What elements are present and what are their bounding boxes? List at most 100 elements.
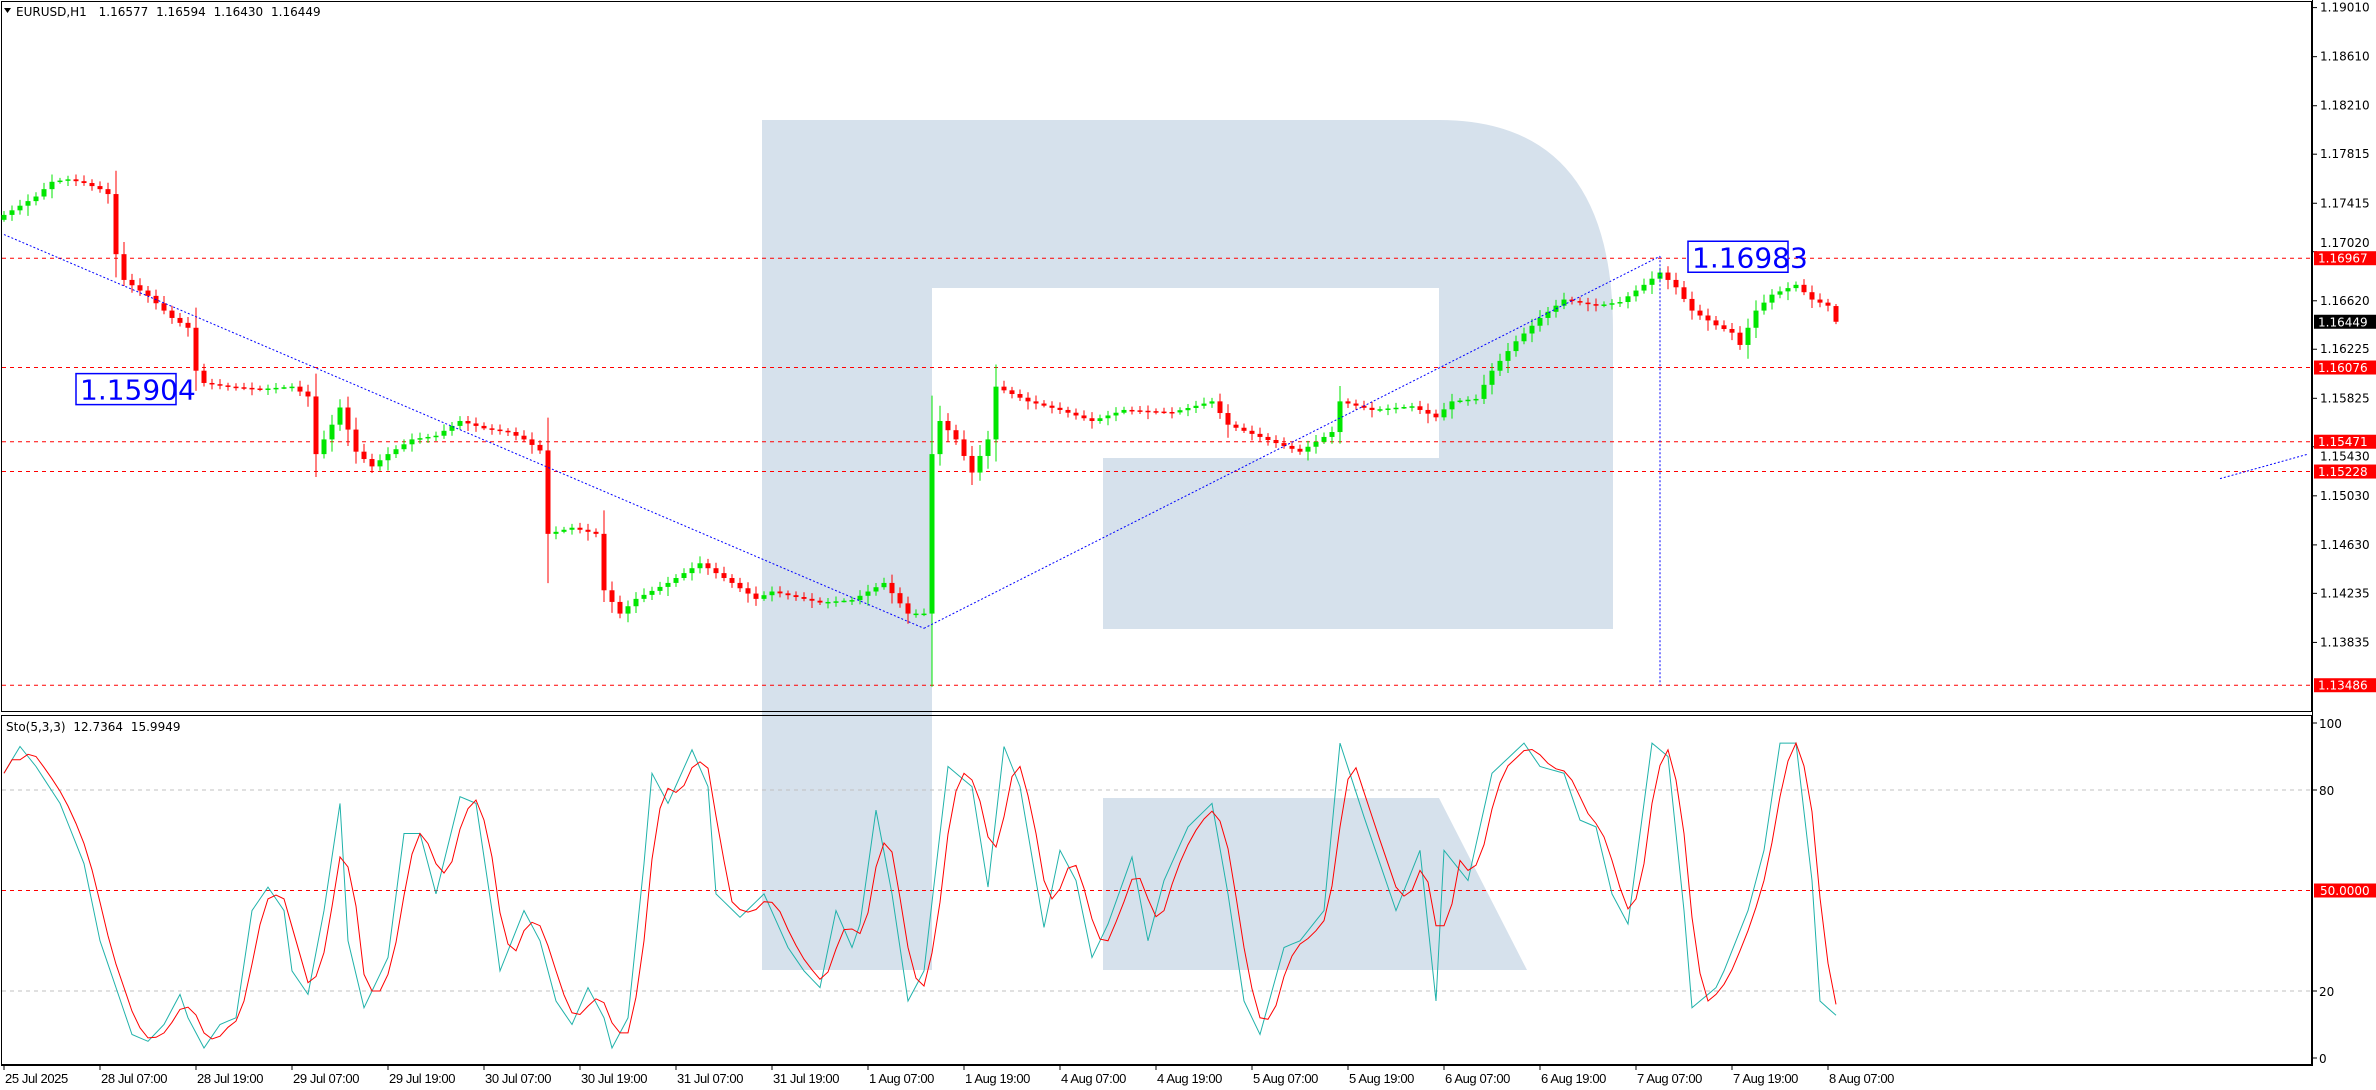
candle	[1401, 404, 1407, 409]
candle	[545, 417, 551, 584]
watermark-logo	[762, 120, 1613, 970]
trendline[interactable]	[923, 255, 1661, 629]
candle	[1313, 434, 1319, 454]
candle-body	[1681, 287, 1687, 299]
candle	[33, 192, 39, 206]
candle-body	[169, 310, 175, 318]
candle-body	[593, 531, 599, 534]
candle	[257, 385, 263, 392]
candle-body	[1025, 397, 1031, 402]
candle	[161, 295, 167, 315]
collapse-triangle-icon[interactable]	[4, 8, 11, 13]
candle	[441, 424, 447, 439]
candle-body	[1489, 370, 1495, 385]
candle	[1833, 303, 1839, 325]
candle-body	[905, 603, 911, 614]
candle-body	[1313, 441, 1319, 447]
candle-body	[193, 327, 199, 371]
candle	[745, 582, 751, 603]
low-value: 1.16430	[214, 5, 264, 19]
time-axis[interactable]: 25 Jul 2025 28 Jul 07:00 28 Jul 19:00 29 Ju…	[3, 1065, 1895, 1086]
candle-body	[1433, 413, 1439, 418]
price-tick-label: 1.17815	[2320, 147, 2370, 161]
candle-body	[1689, 298, 1695, 311]
candle-body	[1449, 401, 1455, 410]
candle	[697, 556, 703, 574]
candle	[785, 590, 791, 600]
candle	[1081, 410, 1087, 421]
candle-body	[1601, 304, 1607, 306]
candle	[537, 440, 543, 454]
candle	[73, 174, 79, 186]
candle-body	[961, 439, 967, 456]
price-labels[interactable]: 1.15904 1.16983	[75, 240, 1808, 407]
candle-body	[1457, 400, 1463, 403]
candle	[9, 205, 15, 221]
candle	[65, 175, 71, 186]
candle	[1393, 402, 1399, 414]
candle	[25, 194, 31, 216]
candle	[521, 430, 527, 443]
candle-body	[25, 201, 31, 206]
price-tick-label: 1.18210	[2320, 99, 2370, 113]
trendline[interactable]	[2219, 453, 2309, 480]
candle	[1201, 397, 1207, 409]
candle-body	[129, 279, 135, 286]
candle	[633, 592, 639, 613]
candle-body	[753, 593, 759, 599]
candle	[1009, 386, 1015, 399]
candle	[857, 590, 863, 605]
price-label-box	[1687, 240, 1789, 274]
candle-body	[113, 194, 119, 255]
candle-body	[1585, 302, 1591, 305]
candle	[1225, 404, 1231, 438]
candle-body	[1785, 288, 1791, 292]
candle	[233, 383, 239, 391]
candle-body	[561, 529, 567, 532]
candle-body	[161, 303, 167, 311]
stochastic-tick-label: 80	[2319, 784, 2334, 798]
candle	[705, 558, 711, 575]
trendline[interactable]	[3, 234, 925, 629]
candle-body	[1345, 401, 1351, 404]
price-tick-label: 1.19010	[2320, 1, 2370, 15]
candle	[121, 241, 127, 287]
candle-body	[833, 601, 839, 603]
candle	[1561, 292, 1567, 310]
candle	[593, 528, 599, 538]
candle	[1249, 425, 1255, 441]
watermark-logo-leg	[1103, 798, 1527, 970]
candle	[273, 383, 279, 394]
time-tick-label: 25 Jul 2025	[5, 1071, 68, 1086]
candle	[169, 305, 175, 324]
price-axis[interactable]: 1.19010 1.18610 1.18210 1.17815 1.17415 1.170…	[2312, 0, 2370, 1066]
candle	[625, 600, 631, 623]
candle	[1121, 406, 1127, 415]
price-label[interactable]: 1.16983	[1687, 240, 1808, 274]
candle-body	[73, 179, 79, 182]
stochastic-tick-label: 20	[2319, 985, 2334, 999]
candle	[1577, 297, 1583, 306]
candle	[1345, 398, 1351, 408]
candle	[1065, 406, 1071, 418]
candle-body	[1201, 403, 1207, 406]
price-label[interactable]: 1.15904	[75, 372, 196, 407]
time-tick-label: 31 Jul 19:00	[773, 1071, 839, 1086]
candle-body	[505, 430, 511, 433]
candle-body	[1657, 272, 1663, 279]
candle	[1113, 407, 1119, 422]
candle	[849, 596, 855, 605]
candle	[409, 433, 415, 452]
candle-body	[377, 460, 383, 467]
candle	[1329, 426, 1335, 444]
price-tick-label: 1.17415	[2320, 196, 2370, 210]
candle-body	[1473, 398, 1479, 401]
candle-body	[57, 180, 63, 183]
candle-body	[1801, 284, 1807, 293]
candle-body	[313, 396, 319, 455]
trendlines[interactable]	[3, 234, 2309, 686]
candle-body	[1017, 394, 1023, 398]
candle-body	[1377, 409, 1383, 411]
candle	[729, 574, 735, 588]
